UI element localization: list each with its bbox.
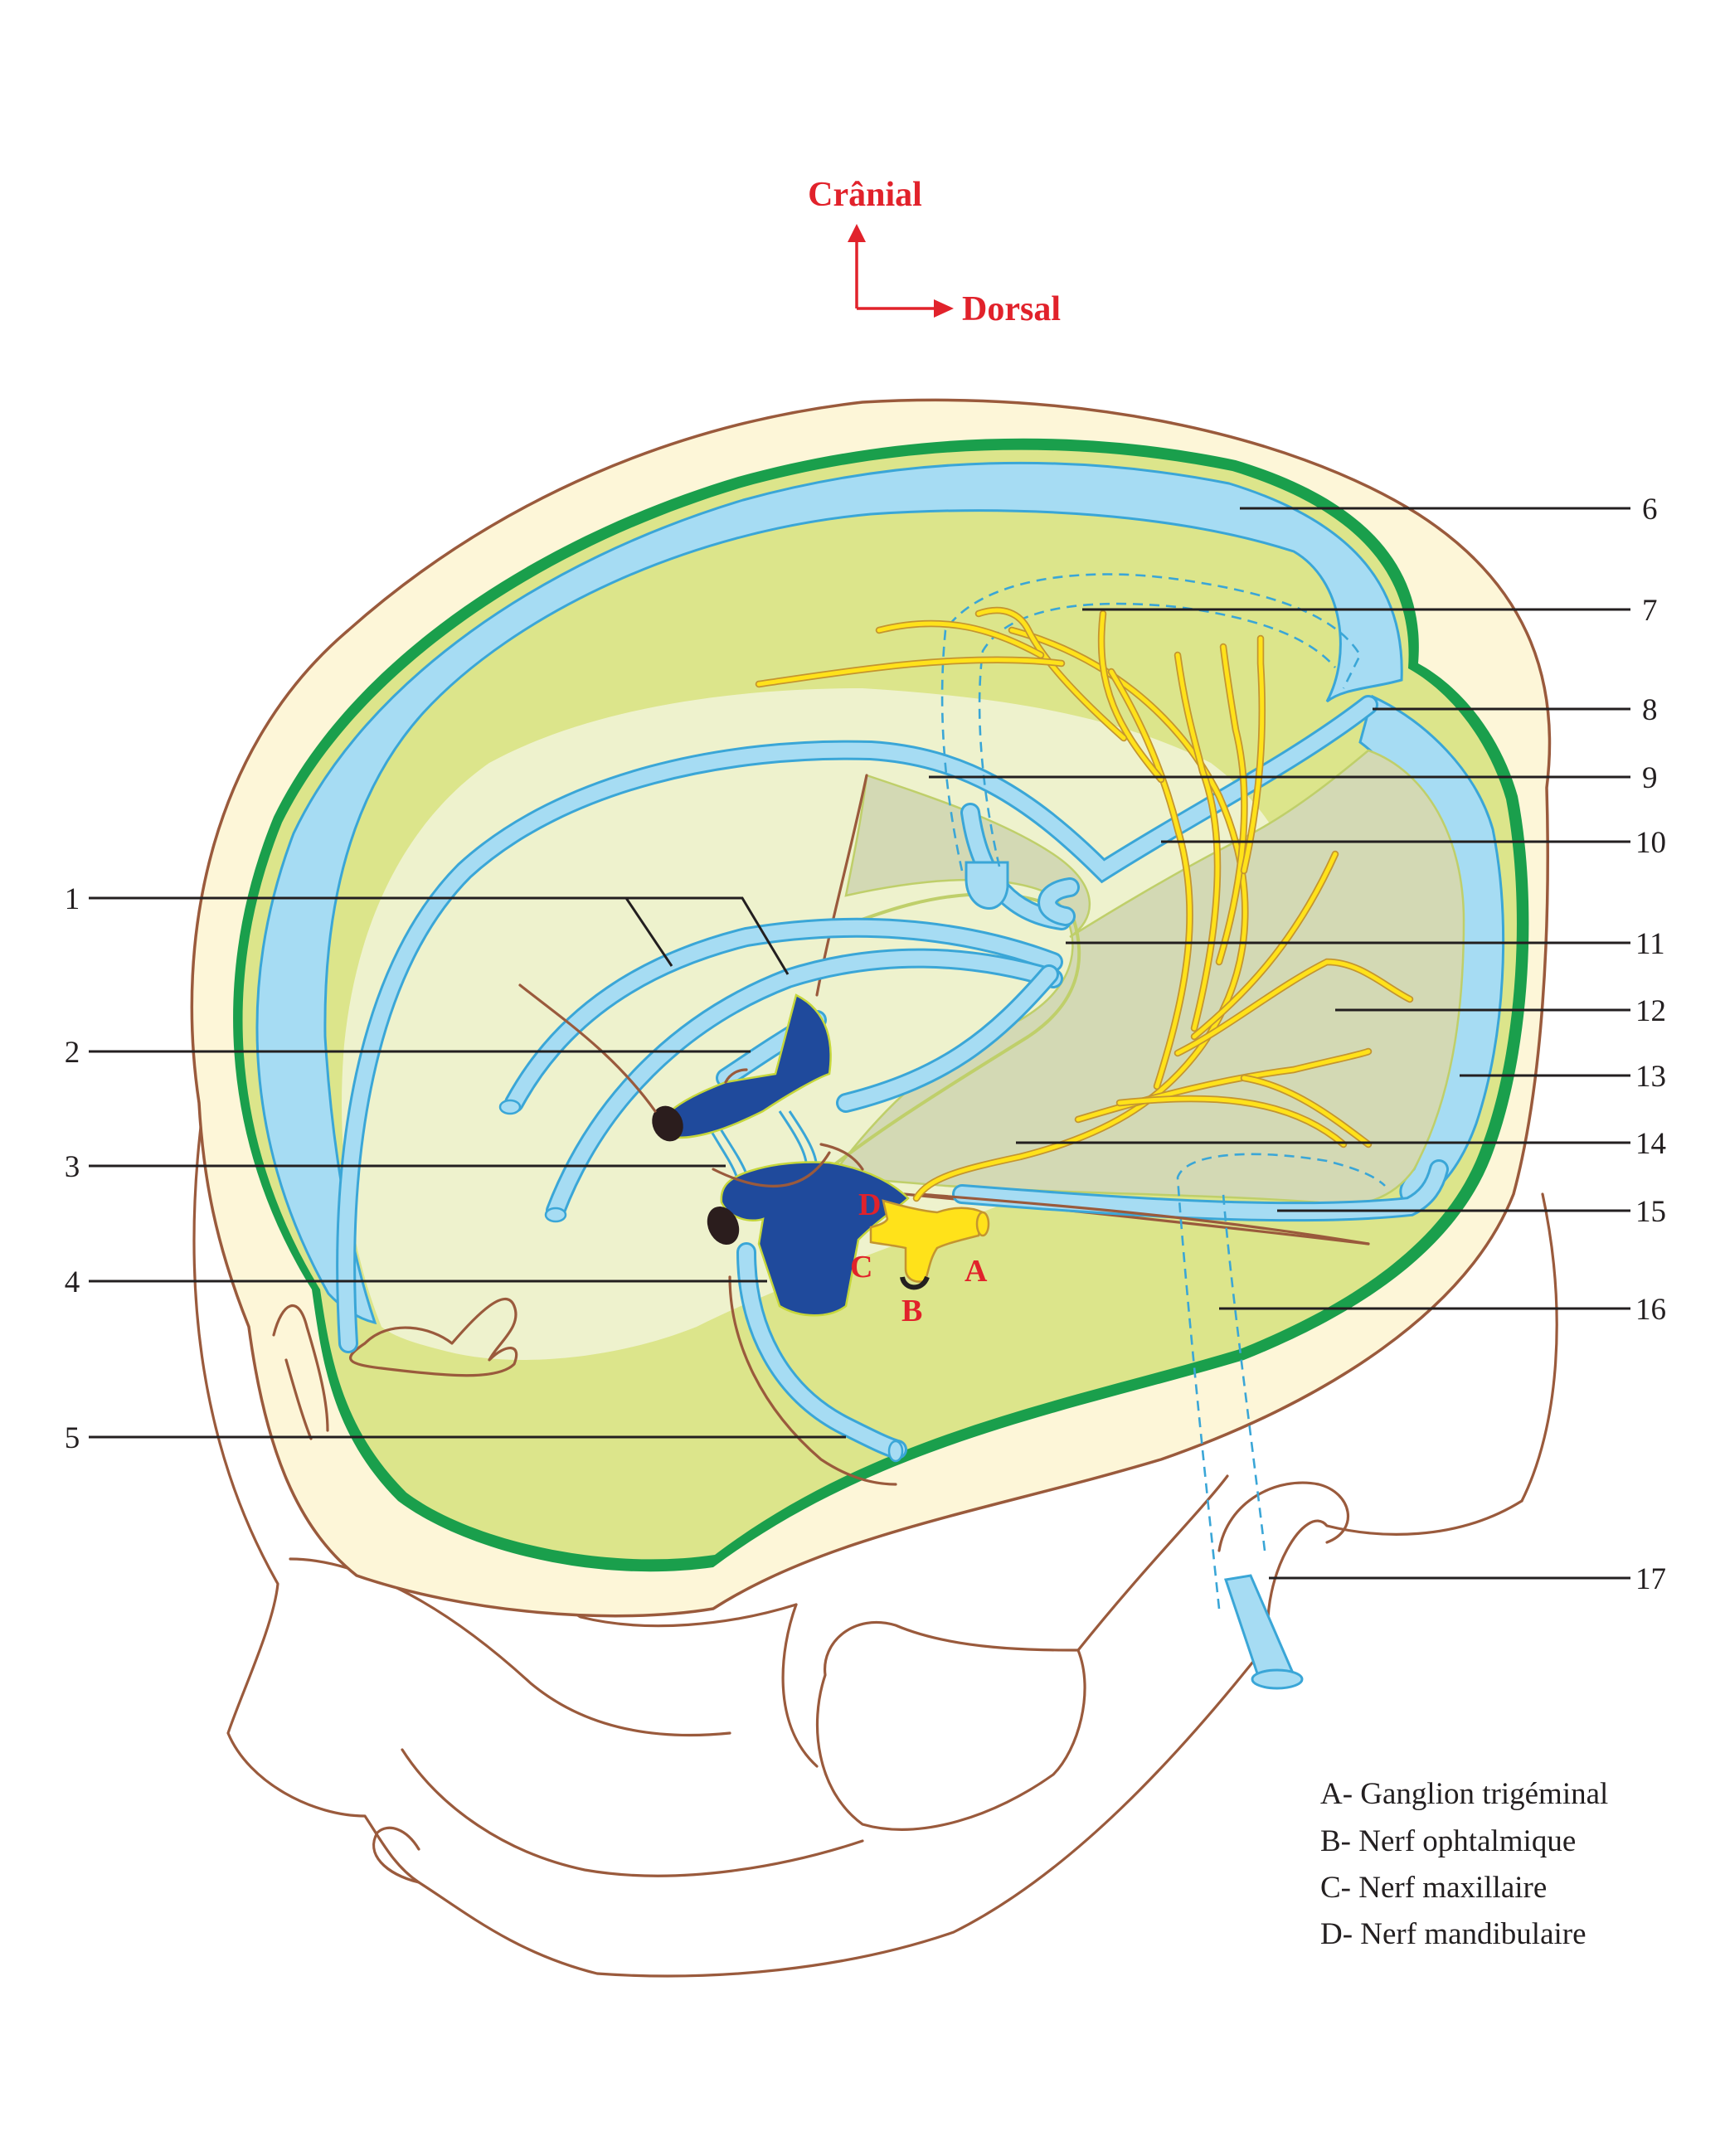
dashed-outline-falx-inner [978,602,1336,867]
label-6: 6 [1642,493,1658,527]
label-5: 5 [65,1421,80,1455]
label-13: 13 [1635,1060,1666,1094]
label-14: 14 [1635,1127,1666,1161]
label-2: 2 [65,1036,80,1070]
label-15: 15 [1635,1195,1666,1229]
vein-cut-end [887,1440,904,1463]
letter-C: C [850,1250,872,1284]
label-3: 3 [65,1150,80,1184]
internal-jugular-vein [1224,1574,1304,1690]
legend: A- Ganglion trigéminal B- Nerf ophtalmiq… [1320,1777,1608,1951]
legend-item-c: C- Nerf maxillaire [1320,1871,1547,1905]
right-number-labels: 6 7 8 9 10 11 12 13 14 15 16 17 [1635,493,1666,1596]
orientation-indicator: Crânial Dorsal [808,176,1061,328]
label-9: 9 [1642,761,1658,795]
ganglion-letter-labels: A B C D [850,1187,988,1328]
sinus-loop [965,861,1009,910]
legend-item-d: D- Nerf mandibulaire [1320,1917,1587,1951]
leader-lines [89,507,1630,1580]
label-16: 16 [1635,1293,1666,1327]
label-4: 4 [65,1265,80,1299]
letter-D: D [858,1187,881,1222]
label-12: 12 [1635,994,1666,1028]
dashed-outline-sigmoid-inner [1222,1193,1266,1551]
legend-item-a: A- Ganglion trigéminal [1320,1777,1608,1811]
label-10: 10 [1635,826,1666,860]
label-11: 11 [1635,927,1665,961]
label-17: 17 [1635,1562,1666,1596]
label-dorsal: Dorsal [962,290,1061,328]
letter-B: B [901,1294,922,1328]
left-number-labels: 1 2 3 4 5 [65,882,80,1455]
facial-skull-outline [192,1105,1558,1978]
dashed-outline-sigmoid [1176,1153,1386,1610]
vein-cut-end [544,1207,567,1223]
arrow-right-icon [934,299,954,318]
superior-sagittal-sinus [255,461,1403,1325]
vein-cut-end [498,1099,522,1115]
letter-A: A [965,1254,988,1289]
crista-galli [272,1297,518,1440]
arrow-up-icon [848,224,866,242]
label-7: 7 [1642,594,1658,628]
cavernous-sinus [518,983,1370,1486]
legend-item-b: B- Nerf ophtalmique [1320,1824,1576,1858]
label-1: 1 [65,882,80,916]
label-cranial: Crânial [808,176,922,214]
label-8: 8 [1642,693,1658,727]
dashed-outline-falx [940,573,1362,872]
trigeminal-ganglion [869,1199,990,1290]
